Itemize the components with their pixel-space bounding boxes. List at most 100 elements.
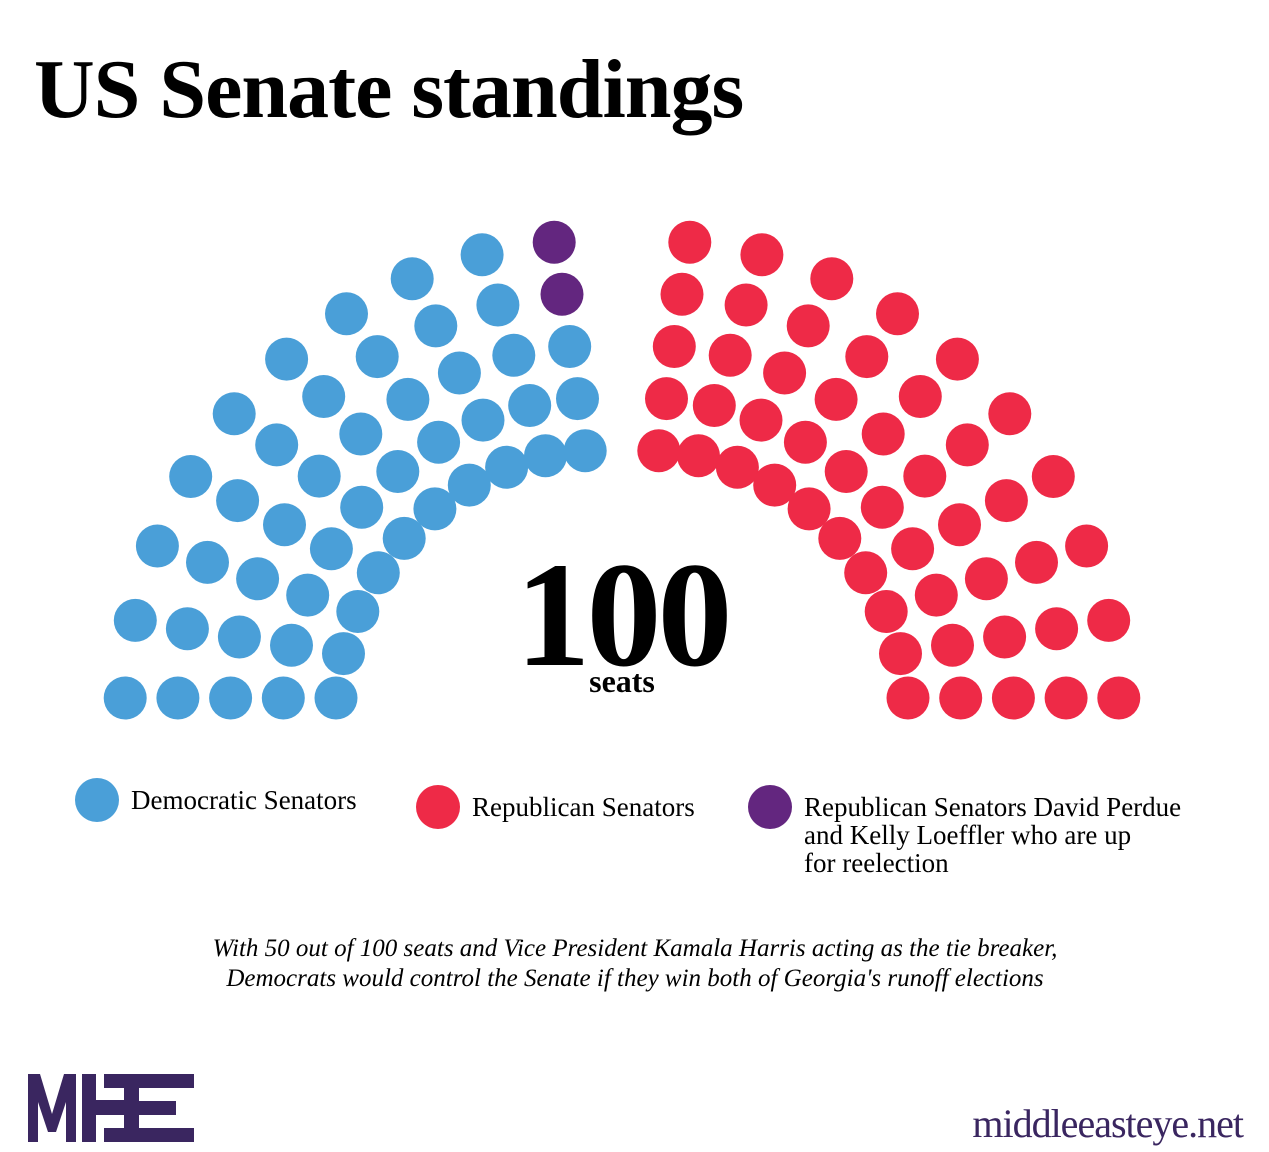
seat-dot <box>113 598 157 642</box>
seat-dot <box>724 283 768 327</box>
seat-dot <box>186 540 229 584</box>
seat-dot <box>787 487 831 531</box>
seat-dot <box>1015 540 1058 584</box>
seat-dot <box>891 527 935 571</box>
seat-dot <box>964 557 1008 601</box>
caption-line: Democrats would control the Senate if th… <box>226 965 1044 992</box>
seat-dot <box>485 445 529 489</box>
seat-dot <box>336 590 380 633</box>
mee-logo <box>28 1074 194 1142</box>
seat-dot <box>935 337 979 381</box>
seat-dot <box>212 392 256 436</box>
legend-label: Democratic Senators <box>131 785 357 815</box>
legend-label-line: and Kelly Loeffler who are up <box>804 820 1132 850</box>
caption-line: With 50 out of 100 seats and Vice Presid… <box>212 935 1058 962</box>
legend-label-line: for reelection <box>804 848 949 878</box>
total-seats-number: 100 <box>515 532 733 698</box>
legend-label-line: Republican Senators David Perdue <box>804 792 1182 822</box>
seat-dot <box>668 220 712 264</box>
seat-dot <box>309 527 353 571</box>
seat-dot <box>286 573 330 617</box>
seat-dot <box>314 676 358 720</box>
seat-dot <box>563 429 607 473</box>
seat-dot <box>209 676 253 720</box>
seat-dot <box>708 333 752 377</box>
caption: With 50 out of 100 seats and Vice Presid… <box>100 934 1170 994</box>
seat-dot <box>845 335 889 379</box>
seat-dot <box>447 463 491 507</box>
seat-dot <box>476 283 520 327</box>
seat-dot <box>861 412 905 456</box>
seat-dot <box>753 463 797 507</box>
seat-dot <box>103 676 147 720</box>
seat-dot <box>386 377 430 421</box>
seat-dot <box>390 257 434 301</box>
seat-dot <box>532 220 576 264</box>
seat-dot <box>261 676 305 720</box>
seat-dot <box>460 233 504 277</box>
seat-dot <box>740 233 784 277</box>
seat-dot <box>645 377 688 421</box>
seat-dot <box>814 377 858 421</box>
seat-dot <box>270 623 313 667</box>
legend-swatch-democratic <box>75 778 119 822</box>
seat-dot <box>340 485 384 529</box>
seat-dot <box>810 257 854 301</box>
seat-dot <box>382 516 426 560</box>
total-seats-label: seats <box>589 663 655 699</box>
seat-dot <box>844 551 888 595</box>
seat-dot <box>824 450 868 493</box>
seat-dot <box>297 454 341 498</box>
seat-dot <box>169 455 213 498</box>
seat-dot <box>548 325 592 368</box>
seat-dot <box>677 434 720 478</box>
site-url[interactable]: middleeasteye.net <box>972 1101 1244 1146</box>
seat-dot <box>413 487 457 531</box>
seat-dot <box>135 524 179 568</box>
parliament-chart <box>103 220 1141 720</box>
seat-dot <box>322 632 365 676</box>
seat-dot <box>763 351 807 395</box>
seat-dot <box>265 337 309 381</box>
legend-label: Republican Senators <box>472 792 695 822</box>
seat-dot <box>983 615 1027 659</box>
seat-dot <box>165 607 209 651</box>
seat-dot <box>660 272 704 316</box>
seat-dot <box>898 375 942 418</box>
legend-item-republican: Republican Senators <box>416 785 695 829</box>
seat-dot <box>886 676 930 720</box>
legend-item-democratic: Democratic Senators <box>75 778 357 822</box>
seat-dot <box>1044 676 1088 720</box>
seat-dot <box>818 516 862 560</box>
seat-dot <box>786 304 830 348</box>
seat-dot <box>938 503 981 547</box>
seat-dot <box>556 377 599 421</box>
seat-dot <box>783 420 827 464</box>
seat-dot <box>914 573 958 617</box>
seat-dot <box>1087 598 1131 642</box>
seat-dot <box>263 503 306 547</box>
seat-dot <box>414 304 458 348</box>
seat-dot <box>945 423 989 467</box>
seat-dot <box>652 325 696 368</box>
seat-dot <box>864 590 908 633</box>
legend-swatch-republican <box>416 785 460 829</box>
legend-label: Republican Senators David Perdue and Kel… <box>804 793 1181 877</box>
seat-dot <box>302 375 346 418</box>
legend-item-up-for-reelection: Republican Senators David Perdue and Kel… <box>748 785 1181 877</box>
seat-dot <box>876 292 919 336</box>
seat-dot <box>931 623 974 667</box>
seat-dot <box>988 392 1032 436</box>
seat-dot <box>508 384 552 427</box>
seat-dot <box>216 479 260 523</box>
seat-dot <box>524 434 567 478</box>
seat-dot <box>437 351 481 395</box>
seat-dot <box>1035 607 1079 651</box>
seat-dot <box>637 429 681 473</box>
seat-dot <box>355 335 399 379</box>
seat-dot <box>939 676 983 720</box>
seat-dot <box>879 632 922 676</box>
seat-dot <box>255 423 299 467</box>
seat-dot <box>715 445 759 489</box>
seat-dot <box>692 384 736 427</box>
